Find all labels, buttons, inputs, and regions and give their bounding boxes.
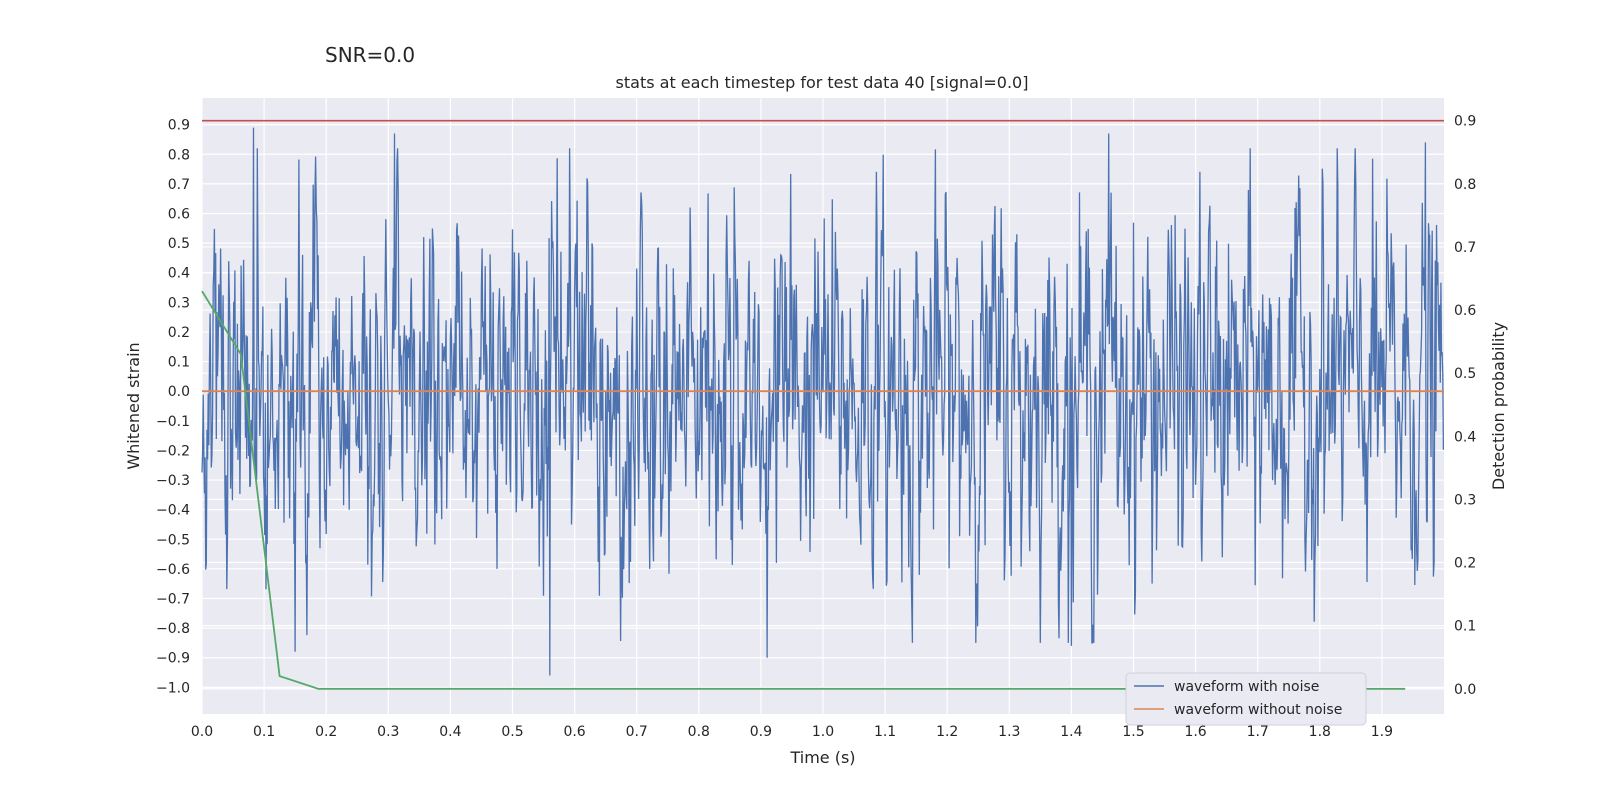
x-tick-label: 0.6 <box>563 724 585 740</box>
y-left-tick-label: −1.0 <box>156 680 190 696</box>
x-tick-label: 0.7 <box>626 724 648 740</box>
y-left-tick-label: −0.2 <box>156 443 190 459</box>
x-tick-label: 1.0 <box>812 724 834 740</box>
x-tick-label: 0.4 <box>439 724 461 740</box>
y-right-tick-label: 0.6 <box>1454 303 1476 319</box>
x-tick-label: 0.0 <box>191 724 213 740</box>
y-right-tick-label: 0.5 <box>1454 366 1476 382</box>
detection-probability-line <box>201 290 1406 690</box>
y-left-tick-label: −0.7 <box>156 592 190 608</box>
x-tick-label: 0.8 <box>688 724 710 740</box>
y-left-tick-label: 0.0 <box>168 384 190 400</box>
y-left-tick-label: 0.5 <box>168 236 190 252</box>
x-tick-label: 0.9 <box>750 724 772 740</box>
y-right-tick-labels: 0.9 0.8 0.7 0.6 0.5 0.4 0.3 0.2 0.1 0.0 <box>1454 114 1476 698</box>
x-tick-label: 1.8 <box>1309 724 1331 740</box>
y-right-tick-label: 0.3 <box>1454 492 1476 508</box>
y-right-tick-label: 0.2 <box>1454 556 1476 572</box>
y-left-tick-label: −0.6 <box>156 562 190 578</box>
x-tick-label: 1.1 <box>874 724 896 740</box>
x-tick-label: 1.4 <box>1060 724 1082 740</box>
legend-label-clean: waveform without noise <box>1174 702 1342 718</box>
x-tick-label: 1.3 <box>998 724 1020 740</box>
suptitle: SNR=0.0 <box>325 43 415 67</box>
y-left-tick-label: −0.9 <box>156 651 190 667</box>
legend-label-noise: waveform with noise <box>1174 679 1319 695</box>
legend: waveform with noise waveform without noi… <box>1125 672 1367 726</box>
x-tick-label: 1.6 <box>1184 724 1206 740</box>
legend-box <box>1125 672 1367 726</box>
y-left-tick-label: 0.2 <box>168 325 190 341</box>
y-left-tick-label: 0.7 <box>168 177 190 193</box>
x-tick-label: 1.2 <box>936 724 958 740</box>
y-left-tick-label: 0.9 <box>168 118 190 134</box>
series-waveform-with-noise <box>201 127 1445 676</box>
y-left-tick-label: −0.3 <box>156 473 190 489</box>
noise-waveform-line <box>201 127 1445 676</box>
y-left-tick-label: 0.1 <box>168 355 190 371</box>
x-tick-label: 1.9 <box>1371 724 1393 740</box>
x-tick-label: 0.5 <box>501 724 523 740</box>
y-right-tick-label: 0.9 <box>1454 114 1476 130</box>
y-left-tick-label: −0.5 <box>156 532 190 548</box>
y-right-tick-label: 0.4 <box>1454 429 1476 445</box>
x-tick-label: 0.1 <box>253 724 275 740</box>
x-tick-labels: 0.0 0.1 0.2 0.3 0.4 0.5 0.6 0.7 0.8 0.9 1.0 1.1 1.2 1… <box>191 724 1393 740</box>
y-right-tick-label: 0.0 <box>1454 682 1476 698</box>
y-right-tick-label: 0.8 <box>1454 177 1476 193</box>
x-tick-label: 0.3 <box>377 724 399 740</box>
y-right-tick-label: 0.7 <box>1454 240 1476 256</box>
x-tick-label: 1.7 <box>1247 724 1269 740</box>
series-detection-probability <box>201 290 1406 690</box>
y-left-tick-label: 0.8 <box>168 147 190 163</box>
y-right-axis-label: Detection probability <box>1489 322 1508 490</box>
y-left-tick-label: 0.4 <box>168 266 190 282</box>
y-left-tick-labels: 0.9 0.8 0.7 0.6 0.5 0.4 0.3 0.2 0.1 0.0 −0.1 −0.2 −0… <box>156 118 190 697</box>
y-left-tick-label: −0.4 <box>156 503 190 519</box>
y-left-tick-label: −0.8 <box>156 621 190 637</box>
y-left-tick-label: 0.3 <box>168 295 190 311</box>
x-axis-label: Time (s) <box>789 748 855 767</box>
y-right-tick-label: 0.1 <box>1454 619 1476 635</box>
x-tick-label: 0.2 <box>315 724 337 740</box>
y-left-tick-label: −0.1 <box>156 414 190 430</box>
chart-title: stats at each timestep for test data 40 … <box>616 73 1029 92</box>
y-left-tick-label: 0.6 <box>168 207 190 223</box>
x-tick-label: 1.5 <box>1122 724 1144 740</box>
y-left-axis-label: Whitened strain <box>124 342 143 469</box>
